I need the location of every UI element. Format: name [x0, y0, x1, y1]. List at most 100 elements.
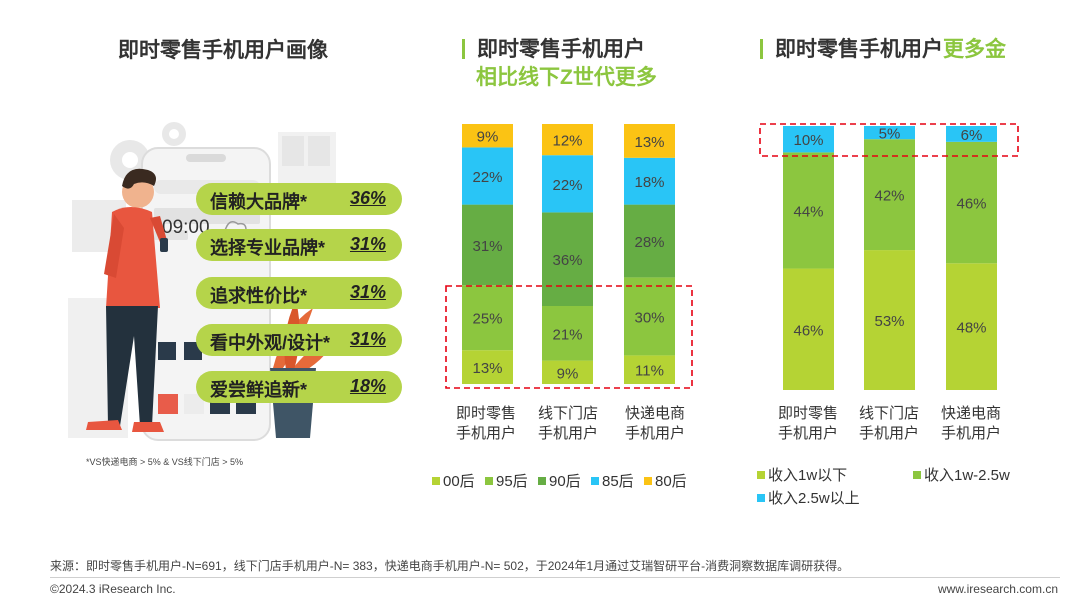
trait-pill-3: 追求性价比* 31%: [196, 277, 402, 309]
bar-value-label: 11%: [635, 363, 664, 380]
bar-value-label: 12%: [552, 133, 582, 150]
bar-value-label: 21%: [552, 326, 582, 343]
bar-value-label: 30%: [634, 309, 664, 326]
footer-divider: [50, 577, 1060, 578]
bar-segment: [462, 350, 513, 384]
bar-value-label: 36%: [552, 252, 582, 269]
panel2-subtitle: 相比线下Z世代更多: [476, 66, 657, 89]
legend-item: 收入1w以下: [757, 464, 847, 485]
bar-segment: [624, 355, 675, 384]
age-category-label-2: 线下门店 手机用户: [523, 404, 613, 444]
title-accent-bar: [462, 39, 465, 59]
bar-segment: [624, 157, 675, 205]
phone-clock: 09:00: [162, 217, 210, 238]
legend-label: 80后: [655, 473, 687, 490]
bar-value-label: 10%: [793, 132, 823, 149]
bar-segment: [946, 141, 997, 264]
income-category-text: 线下门店 手机用户: [858, 405, 919, 442]
bar-value-label: 5%: [879, 126, 901, 143]
income-category-label-1: 即时零售 手机用户: [763, 404, 853, 444]
age-category-text: 快递电商 手机用户: [624, 405, 685, 442]
legend-item: 95后: [485, 470, 528, 491]
panel3-title-highlight: 更多金: [943, 38, 1006, 61]
age-category-label-1: 即时零售 手机用户: [441, 404, 531, 444]
bar-value-label: 6%: [961, 127, 983, 144]
income-category-label-2: 线下门店 手机用户: [844, 404, 934, 444]
handheld-phone: [160, 238, 168, 252]
highlight-dashed-box: [445, 285, 693, 389]
panel2-title: 即时零售手机用户: [462, 33, 645, 63]
bar-segment: [783, 268, 834, 390]
bar-segment: [783, 126, 834, 153]
legend-swatch: [757, 494, 765, 502]
bar-segment: [542, 124, 593, 156]
trait-pill-1: 信赖大品牌* 36%: [196, 183, 402, 215]
income-category-text: 快递电商 手机用户: [940, 405, 1001, 442]
legend-item: 收入2.5w以上: [757, 487, 860, 508]
legend-item: 00后: [432, 470, 475, 491]
person-trousers: [106, 306, 158, 426]
bar-segment: [542, 306, 593, 361]
panel1-title: 即时零售手机用户画像: [118, 39, 328, 62]
bar-value-label: 42%: [874, 188, 904, 205]
bar-value-label: 44%: [793, 203, 823, 220]
legend-swatch: [432, 477, 440, 485]
phone-app-icon: [158, 394, 178, 414]
bar-value-label: 9%: [477, 129, 499, 146]
bar-segment: [783, 152, 834, 269]
bar-value-label: 53%: [874, 313, 904, 330]
bar-value-label: 31%: [472, 238, 502, 255]
trait-value: 36%: [349, 188, 386, 208]
trait-pill-5: 爱尝鲜追新* 18%: [196, 371, 402, 403]
site-url: www.iresearch.com.cn: [937, 582, 1058, 596]
bar-segment: [462, 124, 513, 148]
panel3-title: 即时零售手机用户更多金: [760, 33, 1006, 63]
bar-segment: [624, 124, 675, 158]
legend-label: 00后: [443, 473, 475, 490]
trait-label: 看中外观/设计*: [210, 333, 331, 353]
bar-segment: [542, 212, 593, 306]
bar-segment: [462, 147, 513, 205]
bar-value-label: 28%: [634, 234, 664, 251]
income-stacked-bar-chart: 46% 44% 10% 53% 42% 5% 48% 46% 6%: [759, 123, 1019, 390]
bar-segment: [542, 360, 593, 384]
bar-segment: [864, 139, 915, 251]
legend-swatch: [485, 477, 493, 485]
legend-item: 收入1w-2.5w: [913, 464, 1010, 485]
bar-value-label: 46%: [956, 196, 986, 213]
bar-segment: [946, 126, 997, 142]
bar-value-label: 46%: [793, 322, 823, 339]
trait-value: 31%: [349, 234, 386, 254]
bar-value-label: 48%: [956, 320, 986, 337]
bar-value-label: 22%: [552, 177, 582, 194]
search-app-icon: [184, 394, 204, 414]
legend-swatch: [591, 477, 599, 485]
income-category-label-3: 快递电商 手机用户: [926, 404, 1016, 444]
panel1-footnote: *VS快递电商 > 5% & VS线下门店 > 5%: [86, 457, 244, 467]
age-stacked-bar-chart: 13% 25% 31% 22% 9% 9% 21% 36% 22% 12% 11% 30% 28% 18%…: [445, 124, 693, 389]
legend-label: 收入2.5w以上: [768, 490, 860, 507]
trait-value: 31%: [349, 329, 386, 349]
trait-pill-2: 选择专业品牌* 31%: [196, 229, 402, 261]
bar-segment: [624, 204, 675, 278]
age-category-text: 即时零售 手机用户: [455, 405, 516, 442]
legend-swatch: [757, 471, 765, 479]
legend-swatch: [644, 477, 652, 485]
copyright: ©2024.3 iResearch Inc.: [50, 582, 176, 596]
bar-segment: [624, 277, 675, 356]
settings-app-icon: [158, 342, 176, 360]
bar-value-label: 9%: [557, 365, 579, 382]
legend-item: 80后: [644, 470, 687, 491]
age-category-label-3: 快递电商 手机用户: [610, 404, 700, 444]
legend-label: 90后: [549, 473, 581, 490]
bar-value-label: 25%: [472, 311, 502, 328]
trait-label: 追求性价比*: [210, 286, 308, 306]
bar-segment: [462, 204, 513, 286]
bar-segment: [542, 155, 593, 213]
legend-label: 收入1w-2.5w: [924, 467, 1010, 484]
trait-value: 18%: [349, 376, 386, 396]
bar-value-label: 18%: [634, 174, 664, 191]
legend-swatch: [538, 477, 546, 485]
trait-label: 爱尝鲜追新*: [210, 380, 308, 400]
legend-item: 90后: [538, 470, 581, 491]
